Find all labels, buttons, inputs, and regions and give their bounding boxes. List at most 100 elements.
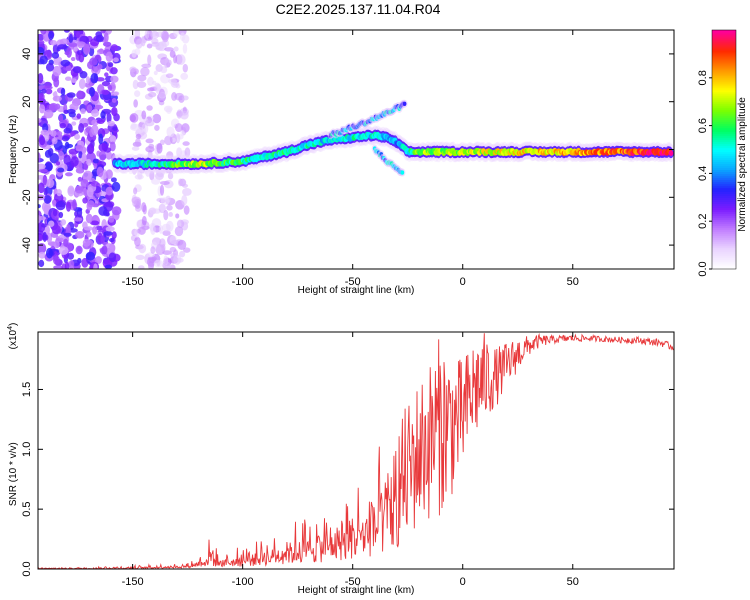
colorbar-step (712, 67, 736, 71)
colorbar-step (712, 57, 736, 61)
colorbar-step (712, 75, 736, 79)
noise-blob (137, 226, 146, 235)
noise-blob (90, 180, 99, 187)
noise-blob (40, 30, 47, 35)
noise-blob (38, 72, 44, 84)
noise-blob (168, 78, 178, 84)
colorbar-step (712, 123, 736, 127)
noise-blob (141, 202, 147, 213)
noise-blob (140, 67, 150, 77)
noise-blob (138, 243, 147, 254)
colorbar-step (712, 117, 736, 121)
colorbar-step (712, 181, 736, 184)
noise-blob (158, 203, 166, 214)
y-tick-label: 0 (21, 146, 33, 152)
noise-blob (59, 38, 70, 45)
noise-blob (183, 247, 191, 253)
colorbar-step (712, 95, 736, 99)
colorbar-step (712, 79, 736, 83)
noise-blob (38, 215, 42, 223)
noise-blob (147, 54, 152, 66)
noise-blob (57, 167, 65, 173)
noise-blob (63, 232, 72, 237)
y-tick-label: -40 (21, 237, 33, 253)
noise-blob (64, 76, 72, 81)
noise-blob (136, 127, 144, 134)
noise-blob (66, 108, 76, 114)
noise-blob (89, 57, 98, 66)
colorbar-step (712, 195, 736, 198)
noise-blob (135, 38, 143, 49)
snr-plot (38, 332, 674, 569)
noise-blob (42, 231, 47, 242)
noise-blob (71, 121, 77, 126)
noise-blob (60, 219, 67, 226)
noise-blob (73, 217, 83, 222)
colorbar-step (712, 265, 736, 268)
noise-blob (81, 152, 87, 162)
noise-blob (82, 43, 91, 55)
noise-blob (100, 235, 105, 244)
noise-blob (43, 187, 48, 196)
noise-blob (145, 138, 154, 144)
noise-blob (85, 251, 96, 261)
noise-blob (174, 226, 184, 237)
noise-blob (173, 54, 178, 64)
colorbar-step (712, 211, 736, 214)
noise-blob (52, 65, 62, 77)
colorbar-step (712, 35, 736, 39)
noise-blob (79, 71, 88, 79)
noise-blob (57, 44, 68, 50)
colorbar-step (712, 33, 736, 37)
noise-blob (134, 138, 141, 147)
noise-blob (93, 104, 104, 110)
noise-blob (38, 163, 46, 170)
noise-blob (131, 196, 142, 205)
noise-blob (65, 201, 72, 212)
colorbar-step (712, 199, 736, 202)
colorbar-step (712, 127, 736, 131)
noise-blob (74, 133, 81, 140)
noise-blob (75, 145, 82, 150)
noise-blob (72, 66, 82, 74)
noise-blob (141, 63, 152, 68)
noise-blob (105, 51, 113, 62)
noise-blob (45, 62, 55, 72)
y-tick-label: 0.0 (21, 561, 33, 576)
noise-blob (95, 256, 102, 264)
colorbar-step (712, 187, 736, 190)
noise-blob (66, 92, 76, 98)
colorbar-step (712, 223, 736, 226)
noise-blob (52, 255, 60, 265)
noise-blob (147, 76, 154, 86)
noise-blob (86, 144, 95, 155)
colorbar-step (712, 137, 736, 141)
colorbar-step (712, 213, 736, 216)
noise-blob (163, 209, 169, 221)
noise-blob (44, 162, 53, 172)
noise-blob (38, 242, 47, 254)
noise-blob (41, 223, 47, 228)
noise-blob (107, 62, 114, 68)
colorbar-step (712, 149, 736, 153)
x-axis-label: Height of straight line (km) (298, 585, 415, 596)
noise-blob (108, 215, 115, 223)
noise-blob (58, 246, 69, 255)
colorbar-step (712, 30, 736, 33)
noise-blob (184, 147, 191, 158)
noise-blob (67, 252, 75, 260)
x-tick-label: -50 (345, 576, 361, 588)
noise-blob (111, 98, 117, 103)
ridge-core (668, 150, 674, 156)
noise-blob (146, 105, 153, 111)
colorbar-step (712, 175, 736, 178)
noise-blob (59, 122, 67, 129)
noise-blob (75, 231, 85, 239)
noise-blob (106, 112, 112, 124)
noise-blob (58, 150, 65, 161)
noise-blob (169, 235, 177, 245)
noise-blob (45, 247, 53, 259)
noise-blob (149, 207, 157, 215)
colorbar-step (712, 63, 736, 67)
colorbar-step (712, 205, 736, 208)
